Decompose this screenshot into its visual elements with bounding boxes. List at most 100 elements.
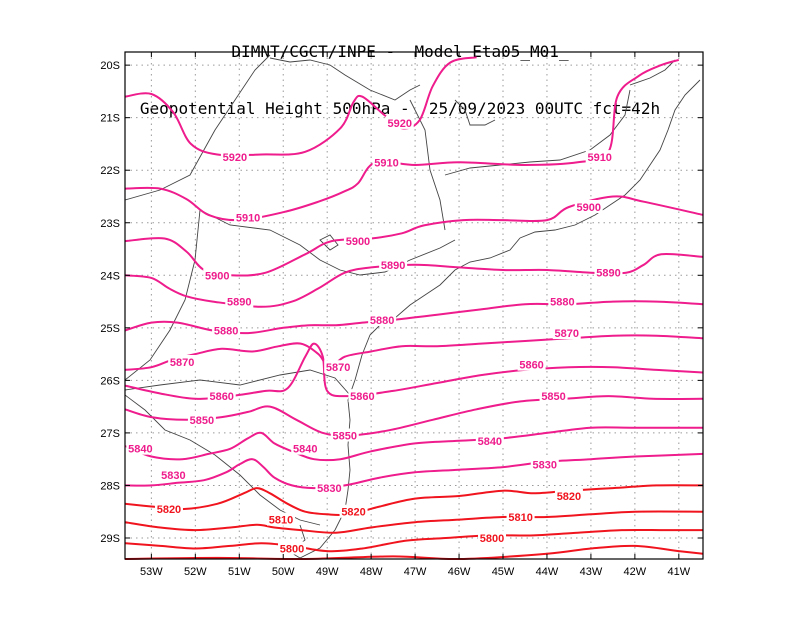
- map-frame: [124, 51, 704, 560]
- lon-tick-label: 51W: [228, 566, 251, 578]
- contour-label-background: [225, 294, 254, 308]
- contour-label-5900: 5900: [205, 270, 229, 282]
- lat-tick-label: 21S: [100, 113, 120, 125]
- lon-tick-label: 47W: [404, 566, 427, 578]
- contour-label-background: [368, 312, 397, 326]
- contour-label-5860: 5860: [350, 391, 374, 403]
- contour-label-background: [267, 512, 296, 526]
- coastline-south: [289, 237, 521, 559]
- state-border-es: [629, 59, 676, 86]
- contour-label-background: [220, 150, 249, 164]
- contour-label-5860: 5860: [209, 391, 233, 403]
- contour-label-background: [506, 509, 535, 523]
- contour-line-5870: [124, 334, 704, 371]
- contour-label-5890: 5890: [227, 297, 251, 309]
- lon-tick-label: 53W: [140, 566, 163, 578]
- grid-lines: [125, 52, 703, 559]
- contour-label-5880: 5880: [550, 297, 574, 309]
- contour-label-5840: 5840: [128, 444, 152, 456]
- lon-tick-label: 44W: [536, 566, 559, 578]
- contour-line-5830: [124, 452, 704, 490]
- contour-label-5830: 5830: [533, 459, 557, 471]
- state-border-paraguay: [124, 209, 201, 381]
- contour-label-5800: 5800: [480, 533, 504, 545]
- contour-label-5870: 5870: [554, 328, 578, 340]
- lat-tick-label: 27S: [100, 428, 120, 440]
- contour-label-background: [278, 541, 307, 555]
- contour-label-background: [168, 354, 197, 368]
- contour-label-5870: 5870: [170, 357, 194, 369]
- contour-label-background: [315, 481, 344, 495]
- contour-label-background: [348, 389, 377, 403]
- contour-label-background: [379, 257, 408, 271]
- contour-label-5890: 5890: [596, 268, 620, 280]
- contour-label-5820: 5820: [341, 507, 365, 519]
- contour-line-5920: [124, 56, 477, 157]
- contour-line-5840: [124, 426, 703, 462]
- contour-label-background: [212, 323, 241, 337]
- contour-label-background: [324, 360, 353, 374]
- contour-label-5900: 5900: [346, 236, 370, 248]
- latitude-ticks: 20S 21S 22S 23S 24S 25S 26S 27S 28S 29S: [100, 60, 703, 545]
- lat-tick-label: 28S: [100, 480, 120, 492]
- contour-label-background: [187, 412, 216, 426]
- contour-label-5910: 5910: [236, 212, 260, 224]
- contour-label-background: [594, 265, 623, 279]
- contour-label-background: [554, 488, 583, 502]
- contour-label-5900: 5900: [576, 202, 600, 214]
- contour-label-5910: 5910: [587, 152, 611, 164]
- contour-label-background: [539, 389, 568, 403]
- contour-label-5870: 5870: [326, 362, 350, 374]
- contour-label-5920: 5920: [223, 152, 247, 164]
- lon-tick-label: 48W: [360, 566, 383, 578]
- contour-label-background: [159, 467, 188, 481]
- contour-line-5810: [124, 510, 704, 534]
- lon-tick-label: 43W: [580, 566, 603, 578]
- contour-label-background: [154, 502, 183, 516]
- contour-label-5850: 5850: [190, 415, 214, 427]
- contour-label-5810: 5810: [269, 515, 293, 527]
- contour-line-5890: [124, 253, 704, 308]
- contour-label-5820: 5820: [557, 491, 581, 503]
- lon-tick-label: 41W: [668, 566, 691, 578]
- contour-label-5920: 5920: [387, 118, 411, 130]
- coastline-and-borders: [124, 54, 701, 559]
- contour-line-5900: [124, 195, 704, 277]
- contour-lines: [124, 56, 704, 561]
- contour-label-background: [385, 115, 414, 129]
- river-lines: [454, 99, 496, 126]
- contour-label-background: [126, 441, 155, 455]
- lat-tick-label: 25S: [100, 323, 120, 335]
- contour-label-5910: 5910: [374, 157, 398, 169]
- contour-label-background: [234, 210, 263, 224]
- contour-label-background: [585, 150, 614, 164]
- lon-tick-label: 49W: [316, 566, 339, 578]
- lat-tick-label: 24S: [100, 270, 120, 282]
- contour-label-background: [372, 155, 401, 169]
- lon-tick-label: 45W: [492, 566, 515, 578]
- contour-label-background: [475, 433, 504, 447]
- lon-tick-label: 50W: [272, 566, 295, 578]
- lat-tick-label: 29S: [100, 533, 120, 545]
- contour-label-5880: 5880: [370, 315, 394, 327]
- state-border-rj-mg: [444, 89, 631, 176]
- contour-label-background: [548, 294, 577, 308]
- contour-labels: 5920 5920 5910 5910 5910 5900 5900 5900 5890 5890…: [126, 115, 623, 555]
- contour-label-5810: 5810: [508, 512, 532, 524]
- contour-label-background: [517, 357, 546, 371]
- contour-label-background: [478, 530, 507, 544]
- contour-label-5860: 5860: [519, 360, 543, 372]
- contour-label-background: [330, 428, 359, 442]
- state-border-west: [124, 54, 271, 201]
- contour-label-5850: 5850: [333, 431, 357, 443]
- contour-label-5800: 5800: [280, 543, 304, 555]
- state-border-sc: [124, 369, 351, 396]
- contour-label-background: [343, 234, 372, 248]
- longitude-ticks: 53W 52W 51W 50W 49W 48W 47W 46W 45W 44W 43W 42W 41W: [140, 52, 691, 578]
- contour-label-5830: 5830: [317, 483, 341, 495]
- contour-label-background: [552, 326, 581, 340]
- contour-label-5840: 5840: [478, 436, 502, 448]
- contour-label-background: [530, 457, 559, 471]
- contour-label-5890: 5890: [381, 260, 405, 272]
